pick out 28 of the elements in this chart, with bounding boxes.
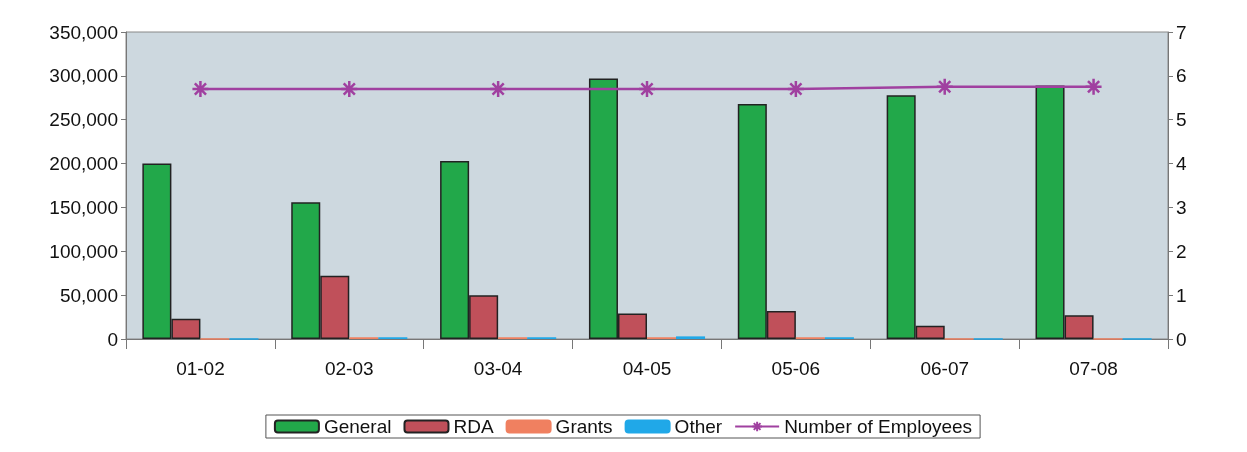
y2-tick-label: 7 <box>1176 21 1187 43</box>
y-tick-label: 0 <box>107 328 118 350</box>
legend-label: Grants <box>555 416 613 437</box>
legend-label: Other <box>674 416 723 437</box>
y2-tick-label: 6 <box>1176 65 1187 87</box>
y-tick-label: 100,000 <box>49 240 118 262</box>
y-tick-label: 250,000 <box>49 109 118 131</box>
x-tick-label: 03-04 <box>473 358 523 379</box>
legend-label: RDA <box>453 416 494 437</box>
x-tick-label: 01-02 <box>176 358 225 379</box>
y2-tick-label: 5 <box>1176 109 1187 131</box>
y-tick-label: 200,000 <box>49 153 118 175</box>
legend-label: General <box>323 416 392 437</box>
y2-tick-label: 4 <box>1176 153 1187 175</box>
x-tick-label: 07-08 <box>1069 358 1118 379</box>
y2-tick-label: 2 <box>1176 240 1187 262</box>
y-tick-label: 150,000 <box>49 196 118 218</box>
y2-tick-label: 3 <box>1176 196 1187 218</box>
x-tick-label: 05-06 <box>771 358 821 379</box>
y-tick-label: 350,000 <box>49 21 118 43</box>
legend-label: Number of Employees <box>784 416 973 437</box>
x-tick-label: 02-03 <box>324 358 374 379</box>
x-tick-label: 06-07 <box>920 358 970 379</box>
y-tick-label: 50,000 <box>59 284 118 306</box>
x-tick-label: 04-05 <box>622 358 672 379</box>
y-tick-label: 300,000 <box>49 65 118 87</box>
y2-tick-label: 1 <box>1176 284 1187 306</box>
y2-tick-label: 0 <box>1176 328 1187 350</box>
